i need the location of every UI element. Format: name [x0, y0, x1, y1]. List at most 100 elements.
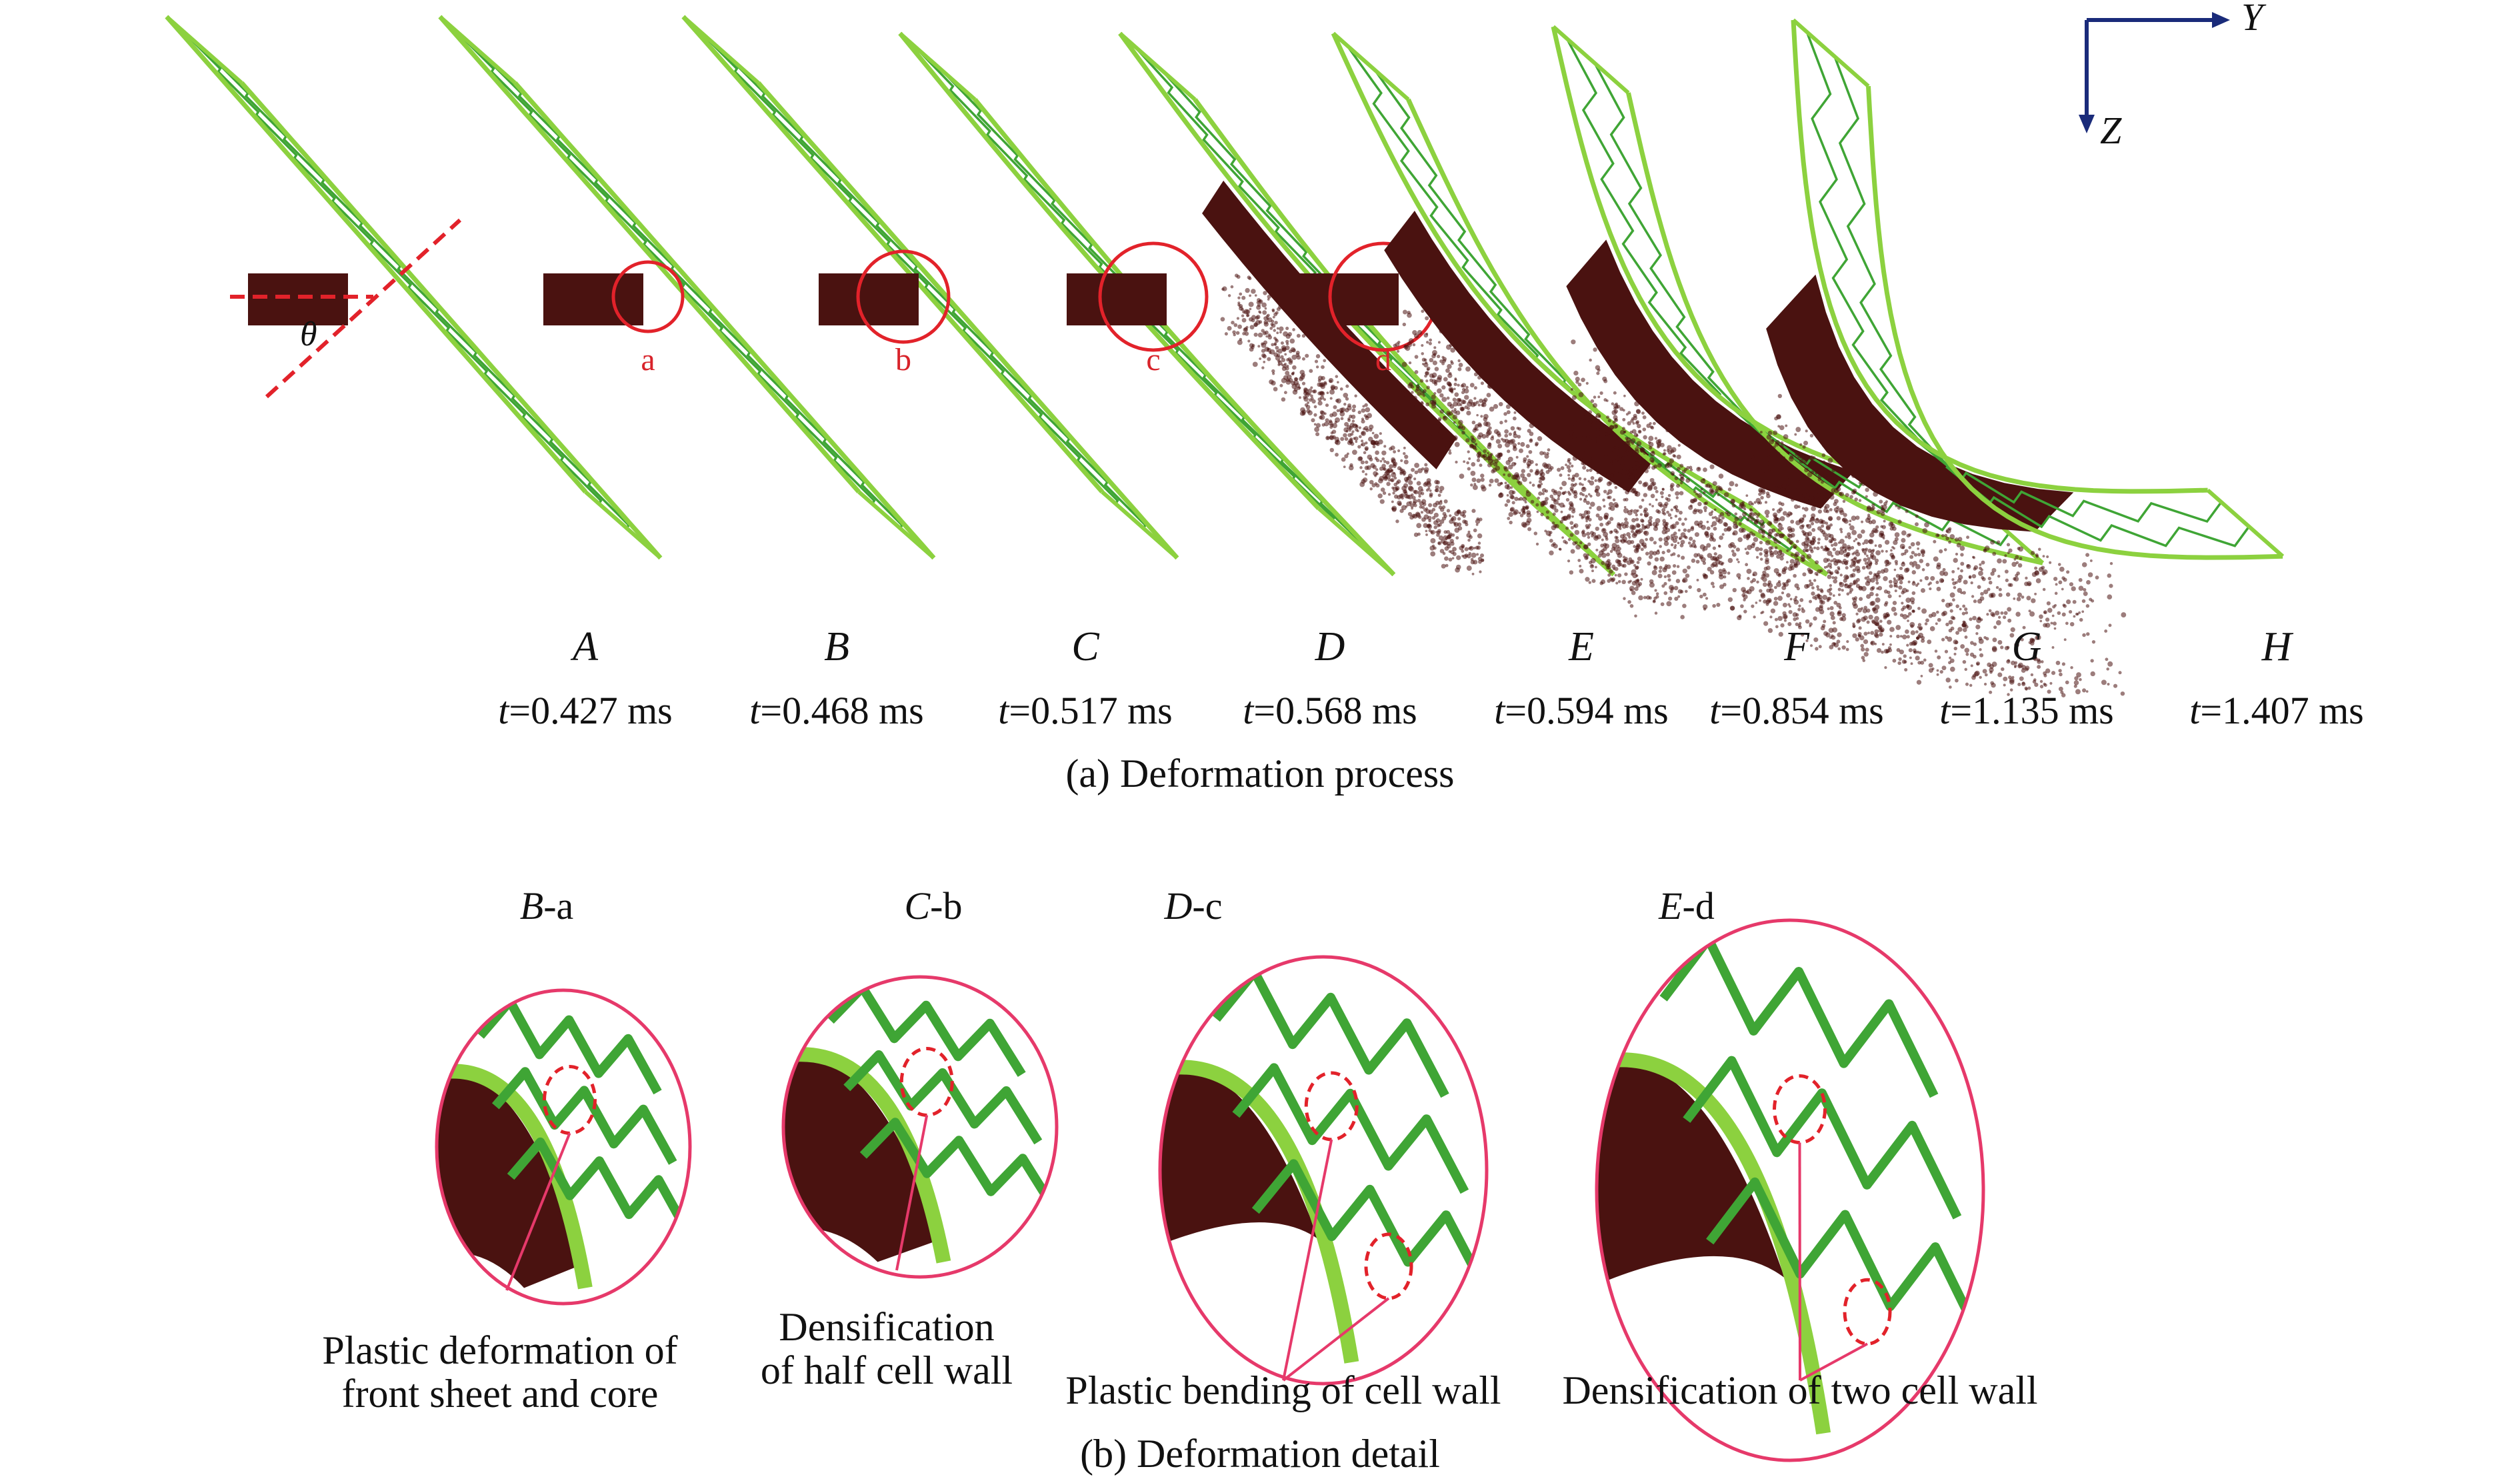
debris-particle	[1703, 573, 1709, 579]
debris-particle	[1653, 421, 1656, 425]
debris-particle	[1772, 508, 1775, 511]
debris-particle	[1507, 473, 1511, 477]
debris-particle	[1592, 417, 1595, 420]
debris-particle	[1850, 558, 1854, 562]
debris-particle	[2021, 681, 2025, 685]
debris-particle	[1939, 669, 1943, 674]
debris-particle	[2027, 686, 2031, 690]
debris-particle	[1638, 480, 1643, 485]
debris-particle	[1418, 389, 1422, 393]
debris-particle	[1591, 579, 1596, 583]
debris-particle	[1879, 632, 1883, 637]
debris-particle	[1867, 560, 1873, 566]
debris-particle	[1763, 566, 1768, 571]
debris-particle	[1360, 460, 1365, 465]
debris-particle	[1817, 587, 1820, 591]
debris-particle	[1367, 413, 1373, 419]
debris-particle	[1595, 526, 1599, 531]
debris-particle	[1361, 442, 1366, 447]
debris-particle	[1559, 519, 1563, 524]
debris-particle	[1764, 461, 1769, 467]
debris-particle	[1649, 537, 1654, 541]
debris-particle	[1552, 542, 1556, 546]
debris-particle	[1829, 507, 1833, 511]
debris-particle	[1601, 579, 1606, 585]
strip-end	[857, 490, 935, 560]
debris-particle	[1943, 548, 1947, 551]
debris-particle	[1919, 559, 1924, 563]
debris-particle	[1431, 435, 1435, 439]
debris-particle	[1764, 553, 1769, 558]
debris-particle	[1863, 552, 1867, 555]
debris-particle	[1613, 451, 1617, 455]
debris-particle	[1803, 459, 1807, 464]
debris-particle	[1983, 548, 1987, 553]
debris-particle	[1692, 539, 1696, 543]
debris-particle	[2054, 603, 2057, 607]
debris-particle	[1895, 573, 1900, 578]
debris-particle	[1686, 465, 1690, 470]
debris-particle	[1462, 399, 1467, 405]
debris-particle	[1910, 662, 1913, 665]
debris-particle	[1700, 487, 1703, 491]
debris-particle	[1251, 343, 1255, 347]
debris-particle	[1915, 563, 1921, 569]
detail-title: D-c	[1164, 884, 1223, 928]
debris-particle	[1951, 598, 1955, 602]
debris-particle	[1688, 585, 1692, 589]
debris-particle	[1979, 653, 1984, 657]
debris-particle	[1844, 561, 1848, 565]
debris-particle	[1419, 505, 1423, 509]
debris-particle	[1875, 550, 1881, 555]
debris-particle	[1433, 391, 1437, 395]
debris-particle	[1901, 552, 1905, 556]
debris-particle	[1830, 543, 1834, 547]
debris-particle	[1455, 564, 1461, 570]
debris-particle	[1474, 423, 1479, 429]
debris-particle	[2107, 661, 2113, 667]
back-face-sheet	[239, 81, 663, 560]
projectile	[248, 273, 348, 325]
debris-particle	[2025, 687, 2028, 691]
debris-particle	[1870, 549, 1875, 554]
debris-particle	[2035, 554, 2039, 558]
debris-particle	[1637, 556, 1642, 561]
debris-particle	[1789, 512, 1793, 515]
debris-particle	[1684, 517, 1687, 521]
debris-particle	[1321, 365, 1325, 369]
detail-annotation: front sheet and core	[342, 1372, 659, 1416]
debris-particle	[1893, 579, 1899, 585]
debris-particle	[1883, 589, 1888, 594]
debris-particle	[2030, 673, 2034, 677]
debris-particle	[1283, 375, 1289, 380]
debris-particle	[1767, 430, 1773, 435]
debris-particle	[1450, 347, 1455, 353]
debris-particle	[1643, 493, 1648, 497]
debris-particle	[1425, 316, 1429, 321]
debris-particle	[1971, 675, 1976, 680]
debris-particle	[1259, 311, 1262, 314]
debris-particle	[1706, 520, 1709, 523]
debris-particle	[2007, 618, 2012, 623]
debris-particle	[1657, 463, 1662, 468]
debris-particle	[1899, 649, 1905, 655]
debris-particle	[1743, 507, 1747, 511]
debris-particle	[1894, 559, 1898, 563]
debris-particle	[1773, 516, 1778, 521]
debris-particle	[1738, 522, 1742, 526]
debris-particle	[1526, 510, 1531, 515]
debris-particle	[1570, 430, 1574, 433]
debris-particle	[1320, 395, 1325, 400]
debris-particle	[1732, 587, 1737, 593]
debris-particle	[1765, 514, 1769, 518]
debris-particle	[1467, 530, 1471, 533]
debris-particle	[1939, 570, 1945, 576]
debris-particle	[1828, 517, 1833, 521]
debris-particle	[2055, 583, 2058, 586]
projectile	[819, 273, 919, 325]
debris-particle	[1439, 485, 1445, 491]
debris-particle	[1622, 563, 1627, 568]
debris-particle	[1679, 481, 1683, 485]
